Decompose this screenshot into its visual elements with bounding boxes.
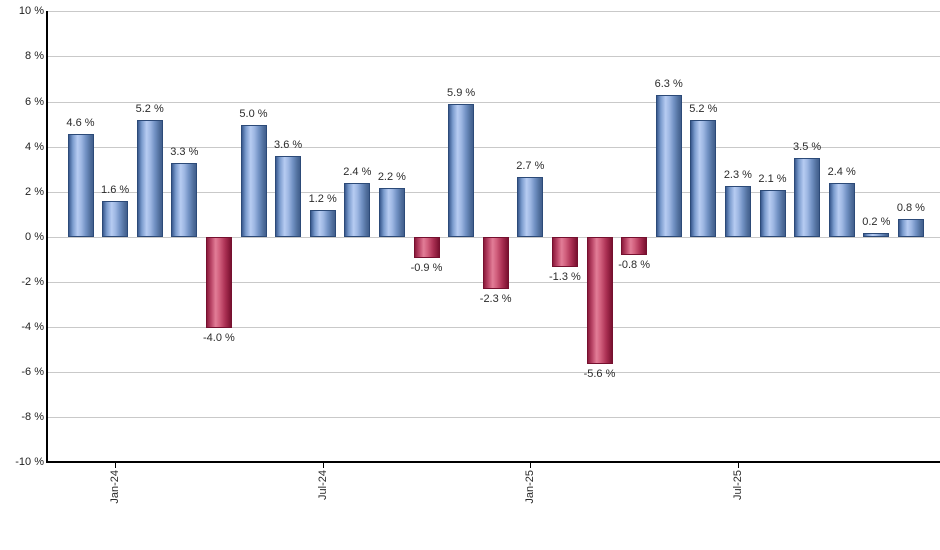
bar[interactable]	[690, 120, 717, 238]
x-axis-tick-label: Jan-25	[524, 469, 537, 504]
bar[interactable]	[517, 176, 544, 238]
bar[interactable]	[551, 237, 578, 267]
bar[interactable]	[828, 183, 855, 238]
y-axis-tick-label: -6 %	[21, 366, 44, 379]
bar-value-label: 4.6 %	[66, 116, 95, 129]
bar[interactable]	[655, 95, 682, 238]
bar[interactable]	[136, 120, 163, 238]
gridline	[48, 11, 940, 13]
bar-value-label: 2.3 %	[723, 168, 752, 181]
y-axis-tick-label: 10 %	[18, 5, 44, 18]
x-axis-tick-label: Jan-24	[109, 469, 122, 504]
y-axis-tick-label: -10 %	[15, 456, 44, 469]
bar[interactable]	[897, 219, 924, 238]
y-axis-tick-label: -4 %	[21, 321, 44, 334]
bar-value-label: 1.2 %	[308, 193, 337, 206]
x-axis-line	[46, 461, 940, 464]
bar-value-label: 5.2 %	[689, 103, 718, 116]
gridline	[48, 146, 940, 148]
bar-value-label: 2.2 %	[377, 170, 406, 183]
y-axis-tick-label: 2 %	[25, 185, 44, 198]
y-axis-tick-label: -8 %	[21, 411, 44, 424]
bar[interactable]	[621, 237, 648, 256]
y-axis-tick-label: 8 %	[25, 50, 44, 63]
bar-value-label: -0.8 %	[618, 259, 650, 272]
x-axis-tick-label: Jul-24	[316, 469, 329, 500]
bar-value-label: 2.4 %	[827, 166, 856, 179]
bar-value-label: 5.0 %	[239, 107, 268, 120]
y-axis-tick-label: 0 %	[25, 230, 44, 243]
bar[interactable]	[102, 201, 129, 238]
y-axis-tick-label: -2 %	[21, 276, 44, 288]
gridline	[48, 191, 940, 193]
bar-value-label: 3.6 %	[274, 139, 303, 152]
bar[interactable]	[482, 237, 509, 290]
bar[interactable]	[309, 210, 336, 238]
x-axis-tick	[322, 463, 324, 469]
bar-value-label: 5.2 %	[135, 103, 164, 116]
bar[interactable]	[413, 237, 440, 258]
bar[interactable]	[205, 237, 232, 328]
bar-value-label: -4.0 %	[202, 331, 235, 344]
bar[interactable]	[448, 104, 475, 238]
bar-value-label: 2.1 %	[758, 173, 787, 186]
bar-value-label: 3.5 %	[793, 141, 822, 154]
bar[interactable]	[67, 133, 94, 238]
gridline	[48, 372, 940, 374]
gridline	[48, 56, 940, 58]
y-axis-line	[46, 11, 48, 463]
bar[interactable]	[378, 187, 405, 238]
gridline	[48, 327, 940, 329]
bar[interactable]	[275, 156, 302, 238]
x-axis-tick-label: Jul-25	[731, 469, 744, 500]
bar-value-label: -1.3 %	[548, 270, 581, 283]
bar-value-label: -5.6 %	[583, 367, 616, 380]
bar[interactable]	[863, 232, 890, 238]
bar-value-label: 2.7 %	[516, 159, 545, 172]
gridline	[48, 417, 940, 419]
bar-value-label: 0.8 %	[896, 202, 925, 215]
bar-value-label: -0.9 %	[410, 261, 443, 274]
x-axis-tick	[530, 463, 532, 469]
bar-value-label: 5.9 %	[447, 87, 476, 100]
bar[interactable]	[759, 190, 786, 238]
x-axis-tick	[737, 463, 739, 469]
x-axis-tick	[115, 463, 117, 469]
y-axis-tick-label: 4 %	[25, 140, 44, 153]
bar[interactable]	[240, 124, 267, 238]
bar-value-label: 1.6 %	[101, 184, 130, 197]
bar-value-label: 6.3 %	[654, 78, 683, 91]
gridline	[48, 101, 940, 103]
bar-value-label: -2.3 %	[479, 293, 512, 306]
bar[interactable]	[586, 237, 613, 364]
bar-value-label: 2.4 %	[343, 166, 372, 179]
bar-value-label: 3.3 %	[170, 145, 199, 158]
bar[interactable]	[171, 162, 198, 238]
bar-value-label: 0.2 %	[862, 215, 891, 228]
bar[interactable]	[724, 185, 751, 238]
y-axis-tick-label: 6 %	[25, 95, 44, 108]
bar[interactable]	[344, 183, 371, 238]
bar[interactable]	[794, 158, 821, 238]
